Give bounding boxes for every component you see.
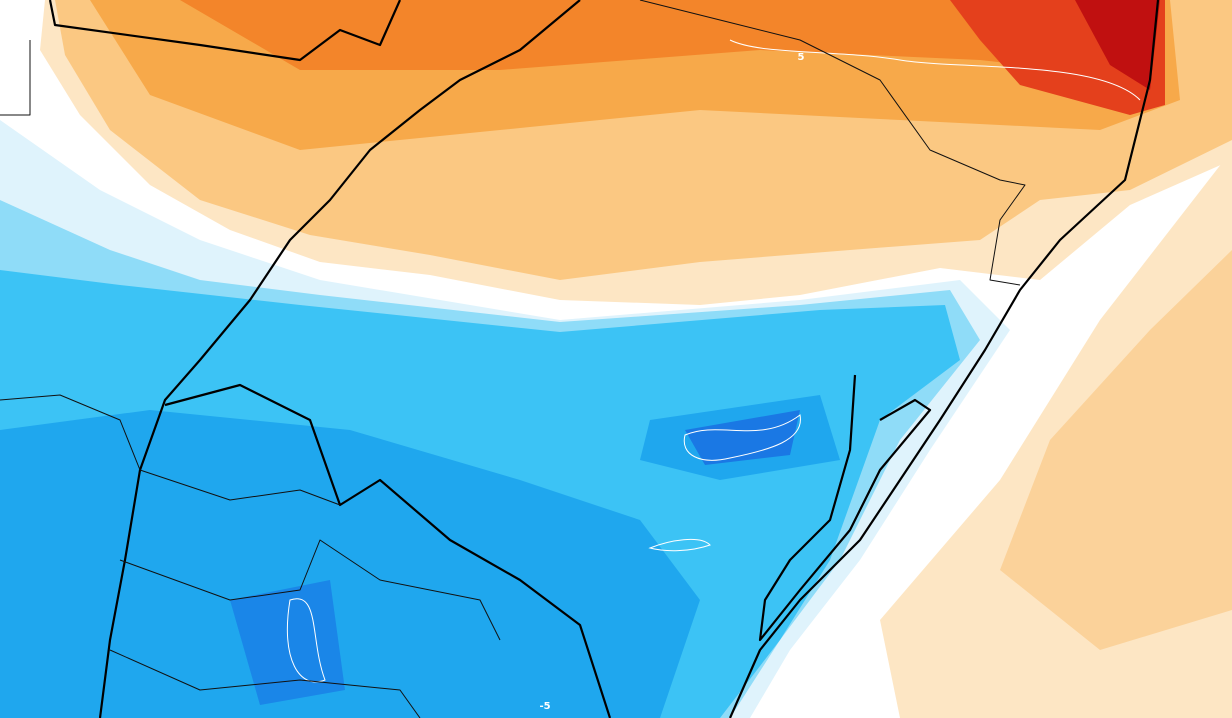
warm-shading [40, 0, 1232, 718]
contour-label: 5 [798, 52, 805, 63]
contours [286, 39, 1141, 683]
contour-label: -5 [539, 701, 550, 712]
borders [0, 0, 1160, 718]
